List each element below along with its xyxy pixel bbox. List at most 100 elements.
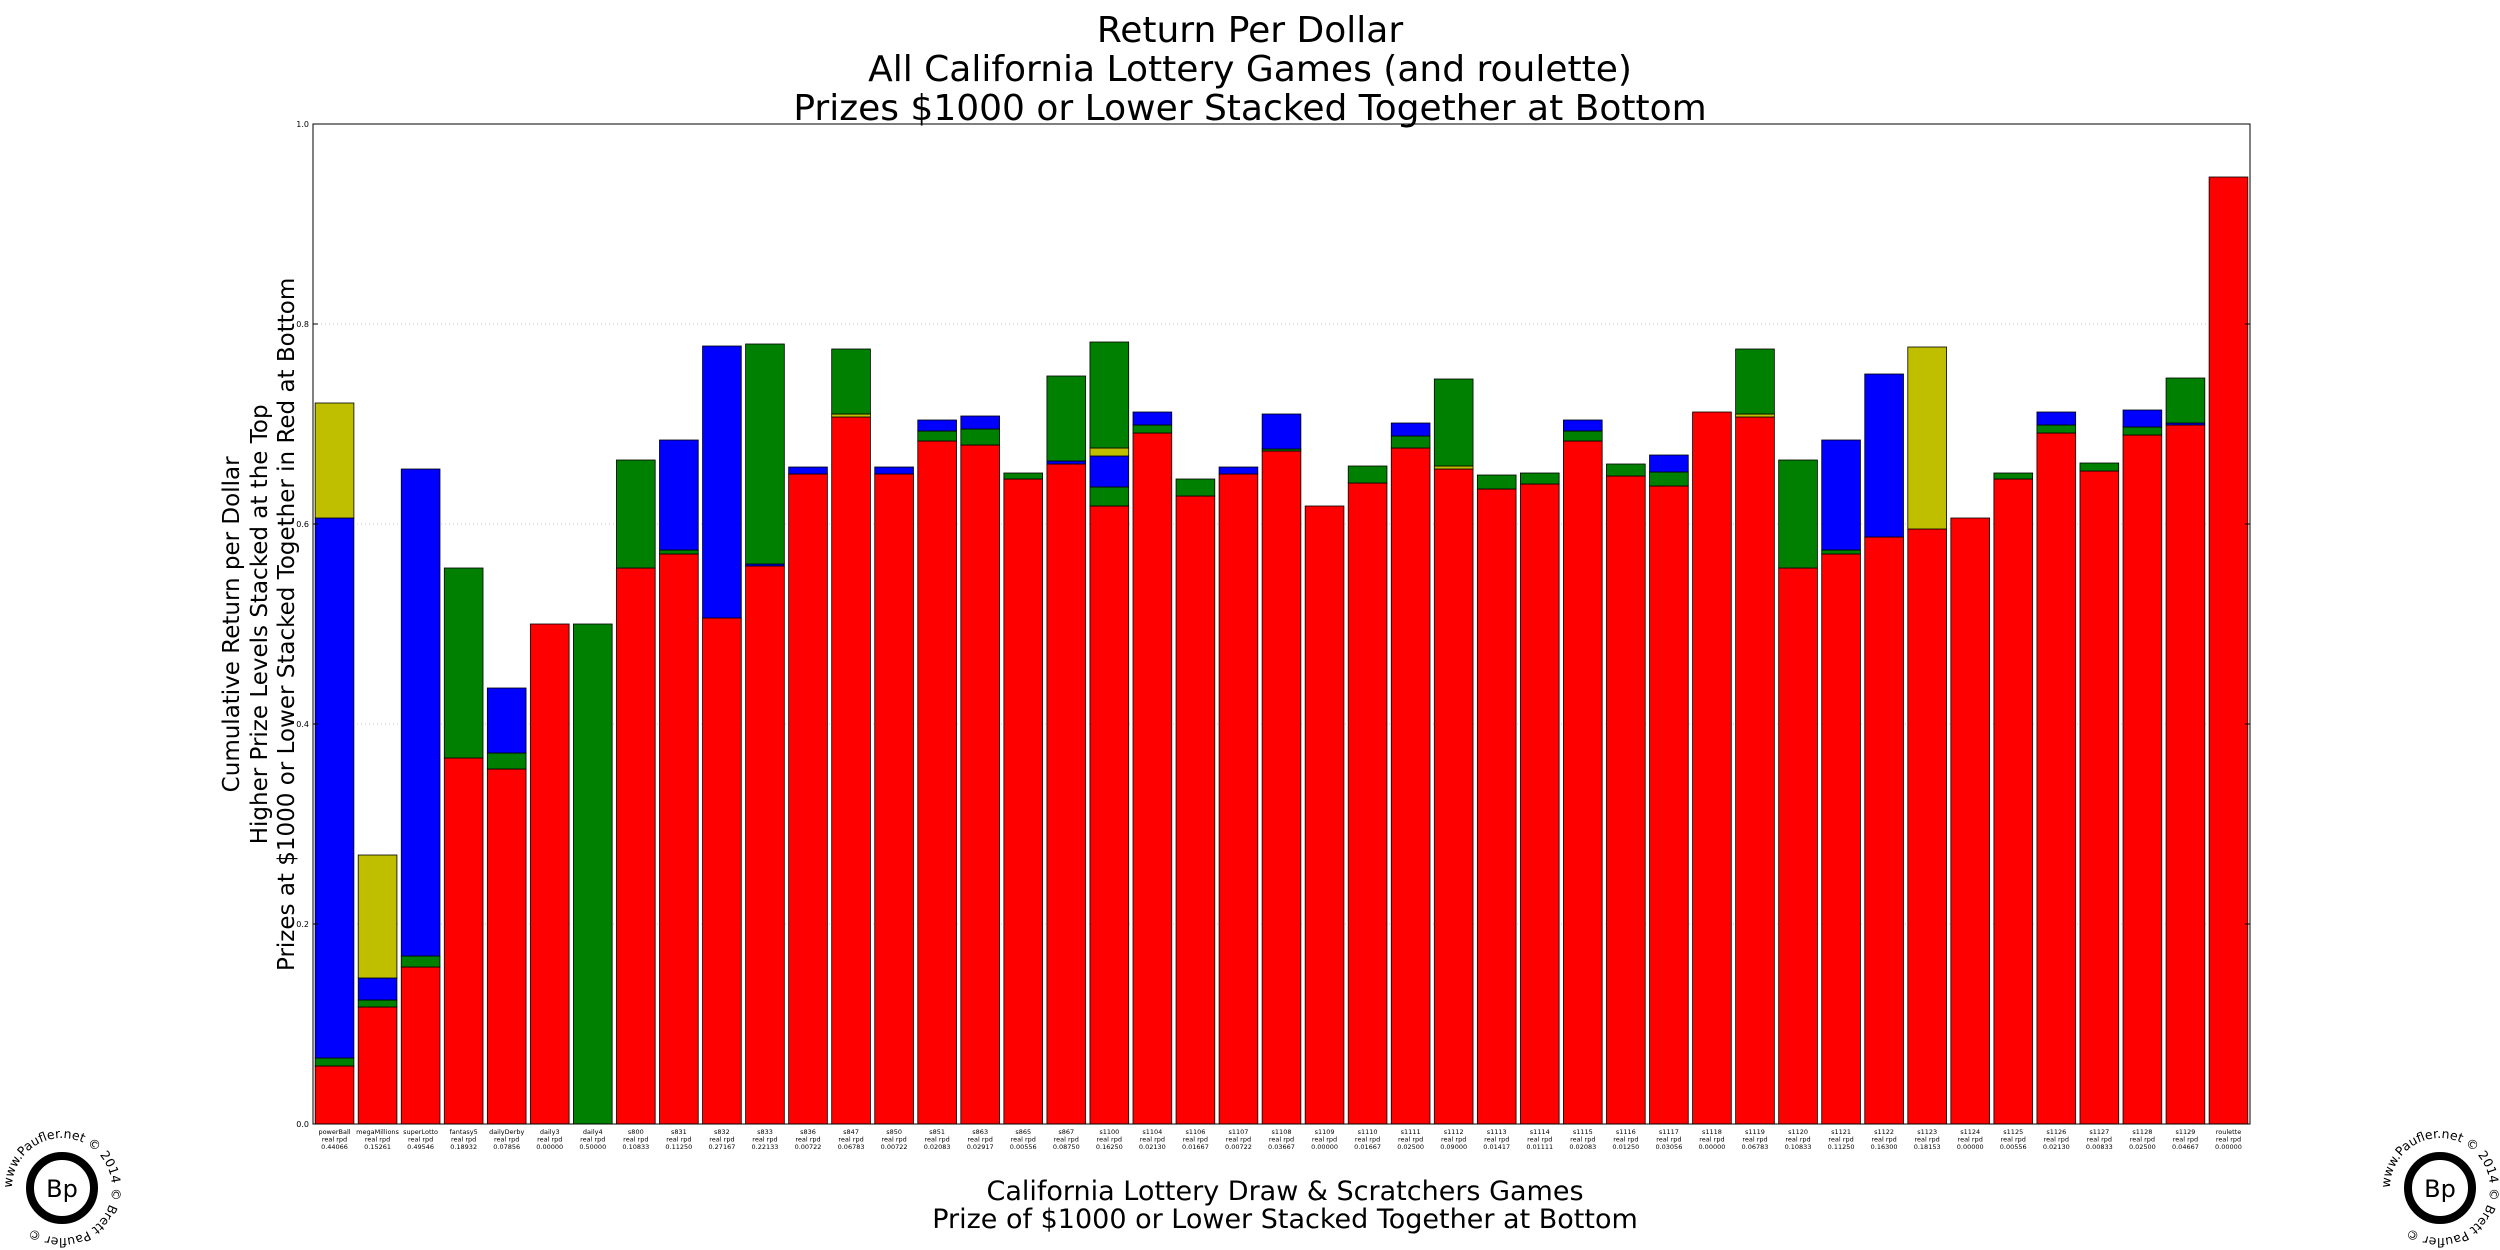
bar-segment-red — [2079, 470, 2120, 1125]
x-tick-label-game: s836 — [800, 1128, 816, 1136]
bar-segment-blue — [1218, 466, 1259, 475]
x-tick-label-game: s863 — [972, 1128, 988, 1136]
bar-daily4 — [573, 623, 613, 1125]
bar-s851 — [917, 419, 957, 1125]
bar-segment-yellow — [357, 854, 398, 979]
bar-segment-red — [486, 768, 527, 1125]
x-tick-label-game: s1111 — [1401, 1128, 1421, 1136]
bar-segment-blue — [1390, 422, 1431, 437]
x-tick-label-game: megaMillions — [356, 1128, 399, 1136]
plot-frame — [312, 123, 2251, 1125]
y-tick-label: 1.0 — [296, 120, 309, 129]
x-tick-label-rpd: 0.10833 — [622, 1143, 649, 1151]
bar-segment-red — [874, 473, 914, 1125]
x-tick-label-game: s1112 — [1444, 1128, 1464, 1136]
bar-segment-yellow — [314, 402, 355, 519]
bar-segment-green — [1606, 463, 1646, 477]
bar-segment-green — [1089, 341, 1130, 449]
x-tick-label-game: daily4 — [583, 1128, 603, 1136]
x-tick-label-middle: real rpd — [2044, 1136, 2069, 1144]
x-tick-label: s1128 real rpd 0.02500 — [2129, 1128, 2156, 1151]
x-tick-label-middle: real rpd — [1226, 1136, 1251, 1144]
bar-segment-green — [573, 623, 613, 1125]
bar-segment-green — [1649, 471, 1689, 487]
bar-segment-red — [2208, 176, 2249, 1125]
x-tick-label: s1107 real rpd 0.00722 — [1225, 1128, 1252, 1151]
x-tick-label-game: s1106 — [1185, 1128, 1205, 1136]
bar-segment-yellow — [1907, 346, 1947, 530]
x-tick-label-game: superLotto — [403, 1128, 438, 1136]
x-tick-label: s1112 real rpd 0.09000 — [1440, 1128, 1467, 1151]
x-tick-label: s1106 real rpd 0.01667 — [1182, 1128, 1209, 1151]
bar-segment-red — [1821, 553, 1861, 1125]
bar-segment-red — [917, 440, 957, 1125]
bar-superLotto — [400, 468, 441, 1125]
y-axis-label: Cumulative Return per Dollar Higher Priz… — [219, 277, 302, 970]
watermark-logo-ring — [26, 1152, 98, 1224]
bar-segment-green — [917, 430, 957, 442]
bar-segment-green — [1563, 430, 1603, 442]
x-tick-label: s1120 real rpd 0.10833 — [1785, 1128, 1812, 1151]
bar-segment-blue — [917, 419, 957, 432]
bar-segment-blue — [1563, 419, 1603, 432]
x-tick-label-game: s1115 — [1573, 1128, 1593, 1136]
y-axis-label-line-3: Prizes at $1000 or Lower Stacked Togethe… — [273, 277, 300, 971]
x-tick-label: s1123 real rpd 0.18153 — [1914, 1128, 1941, 1151]
x-tick-label-rpd: 0.02500 — [2129, 1143, 2156, 1151]
x-tick-label-middle: real rpd — [1140, 1136, 1165, 1144]
x-tick-label-rpd: 0.27167 — [708, 1143, 735, 1151]
bar-segment-green — [314, 1057, 355, 1067]
x-tick-label: s1125 real rpd 0.00556 — [2000, 1128, 2027, 1151]
x-tick-label-middle: real rpd — [1355, 1136, 1380, 1144]
x-tick-label: roulette real rpd 0.00000 — [2215, 1128, 2242, 1151]
x-tick-label-game: s833 — [757, 1128, 773, 1136]
bar-s1118 — [1692, 411, 1732, 1125]
x-tick-label-rpd: 0.16300 — [1871, 1143, 1898, 1151]
bar-segment-red — [443, 757, 484, 1125]
x-tick-label-game: s865 — [1015, 1128, 1031, 1136]
watermark-right: www.Paufler.net © 2014 © Brett Paufler ©… — [2380, 1128, 2500, 1248]
bar-segment-blue — [659, 439, 699, 551]
x-tick-label: s836 real rpd 0.00722 — [795, 1128, 822, 1151]
x-tick-label: daily4 real rpd 0.50000 — [579, 1128, 606, 1151]
bar-segment-red — [702, 617, 742, 1125]
x-tick-label-middle: real rpd — [1398, 1136, 1423, 1144]
bar-segment-red — [1864, 536, 1904, 1125]
bar-segment-blue — [400, 468, 441, 957]
y-axis-ticks: 0.0 0.2 0.4 0.6 0.8 1.0 — [296, 120, 2250, 1129]
bar-segment-red — [1563, 440, 1603, 1125]
y-axis-label-line-1: Cumulative Return per Dollar — [218, 455, 245, 792]
x-tick-label-middle: real rpd — [1527, 1136, 1552, 1144]
x-tick-label-rpd: 0.50000 — [579, 1143, 606, 1151]
bar-segment-red — [1132, 432, 1173, 1125]
bar-segment-blue — [2122, 409, 2163, 428]
bar-segment-red — [745, 565, 785, 1125]
bar-segment-red — [960, 444, 1000, 1125]
bar-segment-blue — [1089, 455, 1130, 488]
x-tick-label-game: dailyDerby — [489, 1128, 524, 1136]
x-tick-label-middle: real rpd — [408, 1136, 433, 1144]
x-tick-label: s1126 real rpd 0.02130 — [2043, 1128, 2070, 1151]
bar-segment-red — [1433, 468, 1474, 1125]
bar-s1110 — [1347, 465, 1388, 1125]
bar-segment-red — [1046, 463, 1087, 1125]
bar-segment-green — [616, 459, 656, 569]
x-tick-label: dailyDerby real rpd 0.07856 — [489, 1128, 524, 1151]
x-tick-label-middle: real rpd — [709, 1136, 734, 1144]
bar-segment-green — [2122, 426, 2163, 436]
x-tick-label: s800 real rpd 0.10833 — [622, 1128, 649, 1151]
x-tick-label-rpd: 0.49546 — [407, 1143, 434, 1151]
x-tick-label: s1121 real rpd 0.11250 — [1828, 1128, 1855, 1151]
x-tick-label-middle: real rpd — [1915, 1136, 1940, 1144]
chart-title-line-2: All California Lottery Games (and roulet… — [868, 49, 1632, 90]
bar-segment-red — [1907, 528, 1947, 1125]
bar-s836 — [788, 466, 828, 1125]
x-tick-label-game: s1113 — [1487, 1128, 1507, 1136]
bar-segment-red — [1003, 478, 1044, 1125]
x-tick-label-middle: real rpd — [1742, 1136, 1767, 1144]
x-tick-label: superLotto real rpd 0.49546 — [403, 1128, 438, 1151]
x-tick-label-rpd: 0.00722 — [881, 1143, 908, 1151]
bars-group — [314, 176, 2249, 1125]
bar-segment-red — [1735, 416, 1775, 1125]
x-tick-label: s851 real rpd 0.02083 — [924, 1128, 951, 1151]
